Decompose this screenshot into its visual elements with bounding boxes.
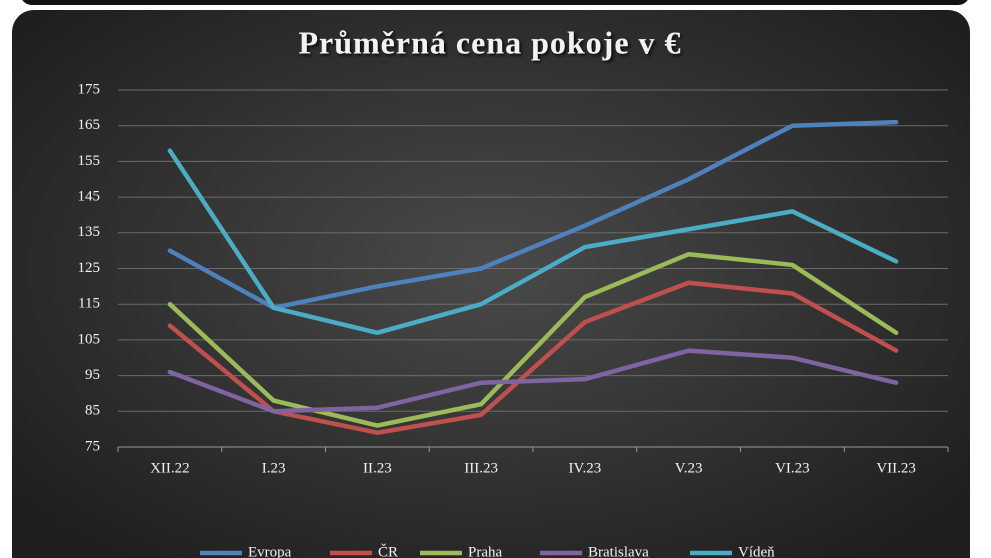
legend-label: Praha xyxy=(468,544,502,558)
y-tick-label: 95 xyxy=(85,367,100,383)
x-tick-label: XII.22 xyxy=(150,460,190,476)
x-tick-label: III.23 xyxy=(464,460,498,476)
y-tick-label: 165 xyxy=(78,117,101,133)
chart-panel xyxy=(12,10,970,558)
legend-label: Bratislava xyxy=(588,544,649,558)
x-tick-label: IV.23 xyxy=(569,460,602,476)
top-frame xyxy=(22,0,968,5)
legend-label: Evropa xyxy=(248,544,292,558)
series-line xyxy=(167,251,899,428)
y-tick-label: 125 xyxy=(78,260,101,276)
x-tick-label: VII.23 xyxy=(876,460,916,476)
series-line xyxy=(167,280,899,435)
y-tick-label: 135 xyxy=(78,224,101,240)
y-tick-label: 145 xyxy=(78,189,101,205)
y-tick-label: 75 xyxy=(85,438,100,454)
series-line xyxy=(167,148,899,336)
y-tick-label: 155 xyxy=(78,153,101,169)
series-line xyxy=(167,119,899,311)
y-tick-label: 85 xyxy=(85,403,100,419)
legend-label: Vídeň xyxy=(738,544,775,558)
x-tick-label: I.23 xyxy=(262,460,286,476)
x-tick-label: V.23 xyxy=(675,460,703,476)
y-tick-label: 115 xyxy=(78,296,100,312)
series-line xyxy=(167,348,899,414)
chart-title: Průměrná cena pokoje v € xyxy=(298,24,681,60)
x-tick-label: VI.23 xyxy=(775,460,810,476)
y-tick-label: 105 xyxy=(78,331,101,347)
legend-label: ČR xyxy=(378,543,398,558)
x-tick-label: II.23 xyxy=(363,460,392,476)
y-tick-label: 175 xyxy=(78,81,101,97)
